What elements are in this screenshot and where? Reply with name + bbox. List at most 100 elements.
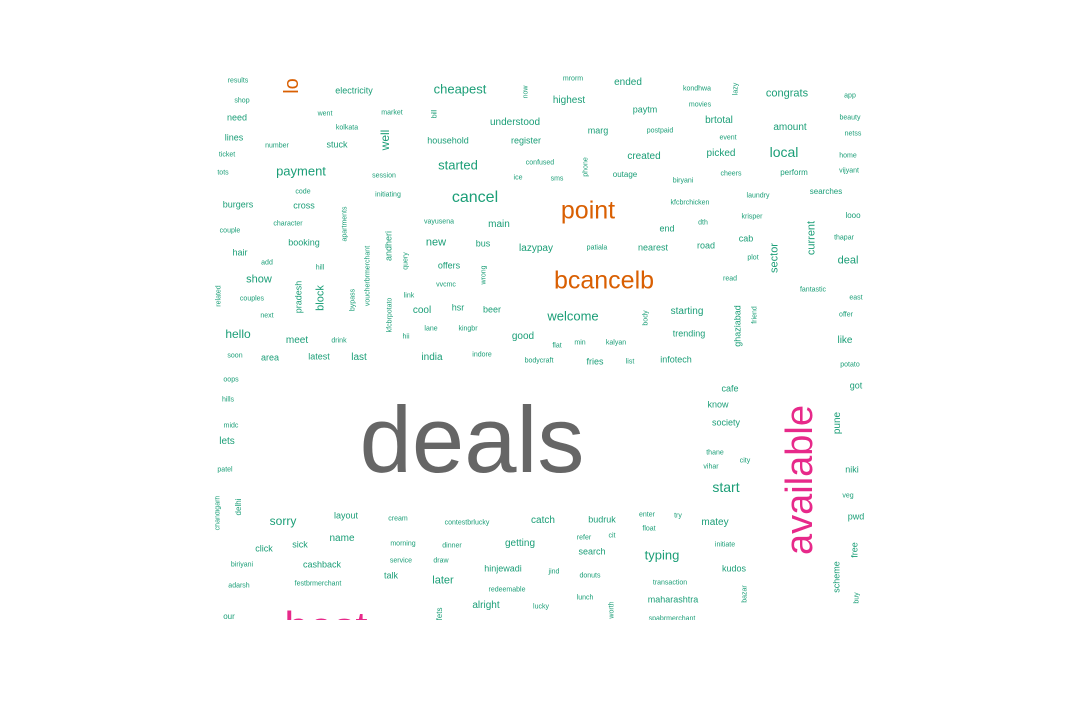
word-cloud-word-adarsh: adarsh xyxy=(228,582,250,590)
word-cloud-word-end: end xyxy=(659,223,675,234)
word-cloud-word-krisper: krisper xyxy=(741,213,763,221)
word-cloud-word-initiating: initiating xyxy=(375,191,401,199)
word-cloud-word-sorry: sorry xyxy=(269,514,297,528)
word-cloud-word-sms: sms xyxy=(550,175,564,183)
word-cloud-word-buy: buy xyxy=(853,592,861,604)
word-cloud-word-home: home xyxy=(839,152,857,160)
word-cloud-word-transaction: transaction xyxy=(652,579,688,587)
word-cloud-word-latest: latest xyxy=(308,351,330,362)
word-cloud-word-last: last xyxy=(351,352,367,363)
word-cloud-word-biriyani: biriyani xyxy=(230,561,254,569)
word-cloud-word-hii: hii xyxy=(402,333,410,341)
word-cloud-word-thane: thane xyxy=(706,449,724,457)
word-cloud-word-looo: looo xyxy=(845,211,861,220)
word-cloud-word-code: code xyxy=(295,188,311,196)
word-cloud-word-good: good xyxy=(511,331,535,342)
word-cloud-word-block: block xyxy=(314,285,327,311)
word-cloud-word-market: market xyxy=(381,109,403,117)
word-cloud-word-infotech: infotech xyxy=(660,354,692,365)
word-cloud-word-kondhwa: kondhwa xyxy=(682,85,712,93)
word-cloud-word-new: new xyxy=(425,236,447,249)
word-cloud-word-app: app xyxy=(844,92,856,100)
word-cloud-word-society: society xyxy=(711,417,741,428)
word-cloud-word-best: best xyxy=(284,606,367,621)
word-cloud-word-netss: netss xyxy=(844,130,862,138)
word-cloud-word-got: got xyxy=(849,380,863,391)
word-cloud-word-kudos: kudos xyxy=(721,563,747,574)
word-cloud-word-postpaid: postpaid xyxy=(646,127,674,135)
word-cloud-word-lo: lo xyxy=(281,78,303,94)
word-cloud-word-ticket: ticket xyxy=(218,151,236,159)
word-cloud-word-lazy: lazy xyxy=(732,82,740,96)
word-cloud-word-india: india xyxy=(421,352,443,363)
word-cloud-word-stuck: stuck xyxy=(326,139,348,150)
word-cloud-word-offer: offer xyxy=(839,311,853,319)
word-cloud-word-local: local xyxy=(769,144,799,160)
word-cloud-word-marg: marg xyxy=(587,125,609,136)
word-cloud-word-session: session xyxy=(372,172,396,180)
word-cloud-word-beauty: beauty xyxy=(839,114,861,122)
word-cloud-word-cafe: cafe xyxy=(721,383,739,394)
word-cloud-word-kfcbrpotato: kfcbrpotato xyxy=(386,297,394,333)
word-cloud-word-andheri: andheri xyxy=(383,230,394,262)
word-cloud-word-amount: amount xyxy=(773,122,807,133)
word-cloud-word-service: service xyxy=(389,557,413,565)
word-cloud-word-click: click xyxy=(255,543,273,554)
word-cloud-word-midc: midc xyxy=(223,422,239,430)
word-cloud-word-bypass: bypass xyxy=(349,288,357,312)
word-cloud-word-hsr: hsr xyxy=(451,302,465,313)
word-cloud-word-morning: morning xyxy=(390,540,416,548)
word-cloud-word-main: main xyxy=(488,219,510,230)
word-cloud-word-budruk: budruk xyxy=(588,514,616,525)
word-cloud-word-related: related xyxy=(215,285,223,307)
word-cloud-word-congrats: congrats xyxy=(765,87,809,100)
word-cloud-word-tots: tots xyxy=(217,169,229,177)
word-cloud-word-patiala: patiala xyxy=(586,244,608,252)
word-cloud-word-pune: pune xyxy=(832,411,843,435)
word-cloud-word-plot: plot xyxy=(747,254,759,262)
word-cloud-word-vvcmc: vvcmc xyxy=(436,281,456,289)
word-cloud-word-drink: drink xyxy=(331,337,347,345)
word-cloud-word-cream: cream xyxy=(388,515,408,523)
word-cloud-word-ended: ended xyxy=(614,77,642,88)
word-cloud-word-movies: movies xyxy=(688,101,712,109)
word-cloud-word-thapar: thapar xyxy=(834,234,854,242)
word-cloud-word-paytm: paytm xyxy=(632,104,658,115)
word-cloud-word-beer: beer xyxy=(482,304,502,315)
word-cloud-word-fries: fries xyxy=(586,356,604,367)
word-cloud-word-starting: starting xyxy=(670,306,704,317)
word-cloud-word-laundry: laundry xyxy=(746,192,770,200)
word-cloud-word-shop: shop xyxy=(234,97,250,105)
word-cloud-word-hinjewadi: hinjewadi xyxy=(484,563,522,574)
word-cloud-word-know: know xyxy=(707,399,729,410)
word-cloud-word-typing: typing xyxy=(644,547,680,563)
word-cloud-word-body: body xyxy=(642,310,650,326)
word-cloud-word-current: current xyxy=(805,220,818,256)
word-cloud-word-read: read xyxy=(722,275,738,283)
word-cloud-word-voucherbrmerchant: voucherbrmerchant xyxy=(364,245,372,307)
word-cloud-word-nearest: nearest xyxy=(637,242,669,253)
word-cloud-word-kalyan: kalyan xyxy=(605,339,627,347)
word-cloud-word-confused: confused xyxy=(525,159,555,167)
word-cloud-word-household: household xyxy=(427,135,469,146)
word-cloud-word-like: like xyxy=(837,335,853,346)
word-cloud-word-hill: hill xyxy=(315,264,325,272)
word-cloud-word-welcome: welcome xyxy=(547,308,599,324)
word-cloud-word-alright: alright xyxy=(472,600,500,611)
word-cloud-word-deal: deal xyxy=(837,254,859,267)
word-cloud-word-payment: payment xyxy=(276,163,326,179)
word-cloud-word-start: start xyxy=(712,479,740,495)
word-cloud-word-started: started xyxy=(438,157,478,173)
word-cloud-word-cross: cross xyxy=(293,200,315,211)
word-cloud-word-electricity: electricity xyxy=(335,85,373,96)
word-cloud-word-pwd: pwd xyxy=(847,511,865,522)
word-cloud-word-perform: perform xyxy=(780,168,808,177)
word-cloud-word-phone: phone xyxy=(582,157,590,177)
word-cloud-word-kolkata: kolkata xyxy=(335,124,359,132)
word-cloud-word-dinner: dinner xyxy=(442,542,462,550)
word-cloud-word-contestbrlucky: contestbrlucky xyxy=(444,519,490,527)
word-cloud-word-bcancelb: bcancelb xyxy=(553,266,655,295)
word-cloud-word-picked: picked xyxy=(706,148,736,159)
word-cloud-word-float: float xyxy=(642,525,656,533)
word-cloud-word-worth: worth xyxy=(608,601,616,619)
